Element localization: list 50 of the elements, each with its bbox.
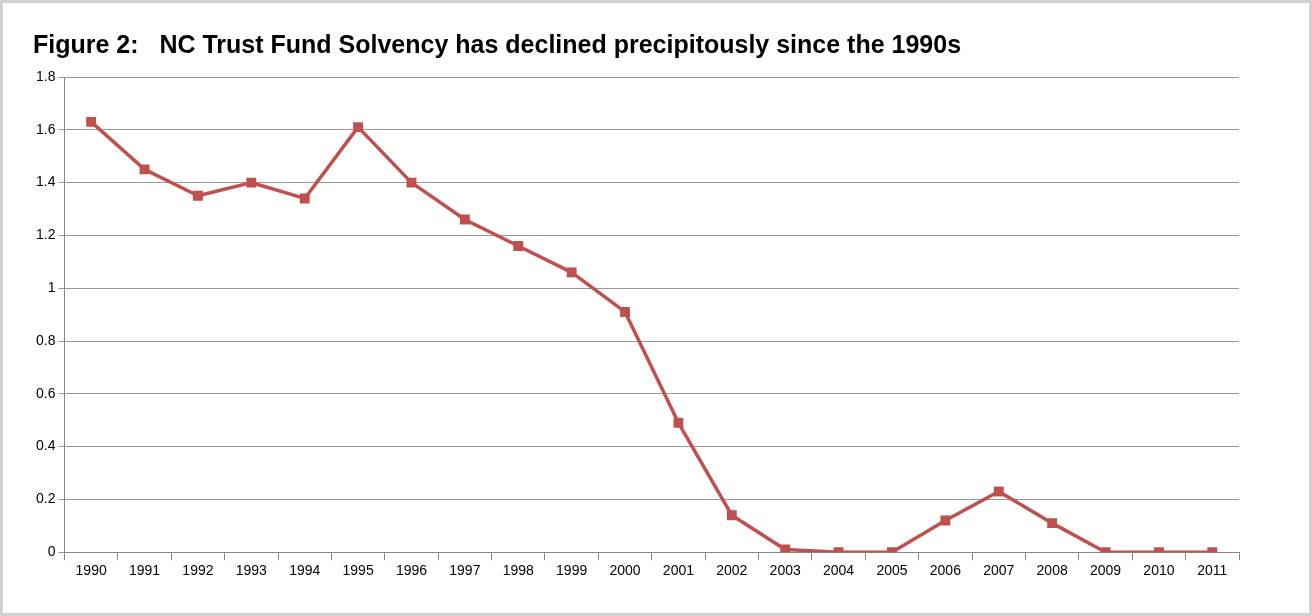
- x-tick-label: 2003: [769, 562, 801, 579]
- y-tick-label: 1.8: [35, 67, 56, 84]
- y-tick-label: 0.4: [35, 437, 56, 454]
- point: [780, 544, 791, 553]
- y-tick-label: 1.2: [35, 226, 56, 243]
- point: [726, 510, 737, 521]
- x-tick-label: 2000: [609, 562, 641, 579]
- point: [459, 214, 470, 225]
- x-tick-label: 1992: [182, 562, 214, 579]
- point: [192, 190, 203, 201]
- y-tick-label: 0: [47, 543, 56, 560]
- point: [299, 193, 310, 204]
- x-tick-label: 2002: [716, 562, 748, 579]
- point: [86, 116, 97, 127]
- x-tick-label: 2005: [876, 562, 908, 579]
- x-tick-label: 1991: [128, 562, 161, 579]
- x-tick-label: 1995: [342, 562, 374, 579]
- x-tick-label: 1993: [235, 562, 268, 579]
- x-tick-label: 1996: [395, 562, 428, 579]
- y-tick-label: 0.2: [35, 490, 56, 507]
- point: [353, 122, 364, 133]
- point: [993, 486, 1004, 497]
- x-tick-label: 2007: [983, 562, 1015, 579]
- point: [620, 307, 630, 317]
- x-tick-label: 2004: [823, 562, 855, 579]
- x-tick-label: 1994: [289, 562, 321, 579]
- x-tick-label: 2006: [929, 562, 962, 579]
- x-tick-label: 1999: [556, 562, 588, 579]
- point: [246, 177, 257, 188]
- point: [406, 177, 417, 188]
- x-tick-label: 1990: [75, 562, 107, 579]
- point: [940, 515, 951, 526]
- y-tick-label: 1: [47, 279, 56, 296]
- y-tick-label: 1.6: [35, 120, 56, 137]
- x-tick-label: 1997: [449, 562, 481, 579]
- y-tick-label: 1.4: [35, 173, 56, 190]
- x-tick-label: 2010: [1143, 562, 1175, 579]
- x-tick-label: 2008: [1036, 562, 1068, 579]
- point: [513, 241, 524, 251]
- point: [139, 164, 150, 175]
- y-tick-label: 0.6: [35, 384, 56, 401]
- chart-title: Figure 2: NC Trust Fund Solvency has declined precipitously since the 1990s: [33, 29, 962, 58]
- point: [1047, 518, 1058, 529]
- x-tick-label: 1998: [502, 562, 535, 579]
- x-tick-label: 2011: [1197, 562, 1228, 579]
- point: [566, 267, 577, 278]
- x-tick-label: 2001: [662, 562, 695, 579]
- y-tick-label: 0.8: [35, 331, 56, 348]
- x-tick-label: 2009: [1089, 562, 1122, 579]
- point: [673, 417, 684, 428]
